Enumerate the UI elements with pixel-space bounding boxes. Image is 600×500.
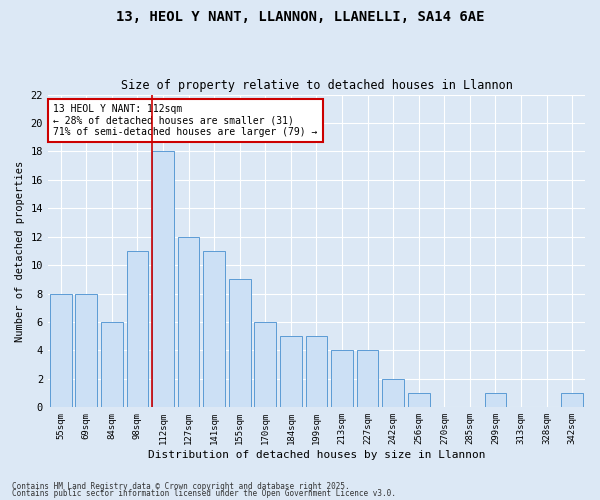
Bar — [76, 294, 97, 408]
Bar — [562, 393, 583, 407]
Text: 13 HEOL Y NANT: 112sqm
← 28% of detached houses are smaller (31)
71% of semi-det: 13 HEOL Y NANT: 112sqm ← 28% of detached… — [53, 104, 317, 137]
Bar — [50, 294, 71, 408]
Bar — [152, 152, 174, 408]
Bar — [229, 280, 251, 407]
Bar — [280, 336, 302, 407]
Bar — [331, 350, 353, 408]
Bar — [254, 322, 276, 408]
Text: Contains HM Land Registry data © Crown copyright and database right 2025.: Contains HM Land Registry data © Crown c… — [12, 482, 350, 491]
Bar — [357, 350, 379, 408]
Bar — [485, 393, 506, 407]
Y-axis label: Number of detached properties: Number of detached properties — [15, 160, 25, 342]
Text: 13, HEOL Y NANT, LLANNON, LLANELLI, SA14 6AE: 13, HEOL Y NANT, LLANNON, LLANELLI, SA14… — [116, 10, 484, 24]
Title: Size of property relative to detached houses in Llannon: Size of property relative to detached ho… — [121, 79, 512, 92]
Bar — [127, 251, 148, 408]
Bar — [178, 236, 199, 408]
Bar — [203, 251, 225, 408]
Text: Contains public sector information licensed under the Open Government Licence v3: Contains public sector information licen… — [12, 489, 396, 498]
Bar — [382, 379, 404, 408]
Bar — [408, 393, 430, 407]
Bar — [101, 322, 123, 408]
X-axis label: Distribution of detached houses by size in Llannon: Distribution of detached houses by size … — [148, 450, 485, 460]
Bar — [305, 336, 328, 407]
